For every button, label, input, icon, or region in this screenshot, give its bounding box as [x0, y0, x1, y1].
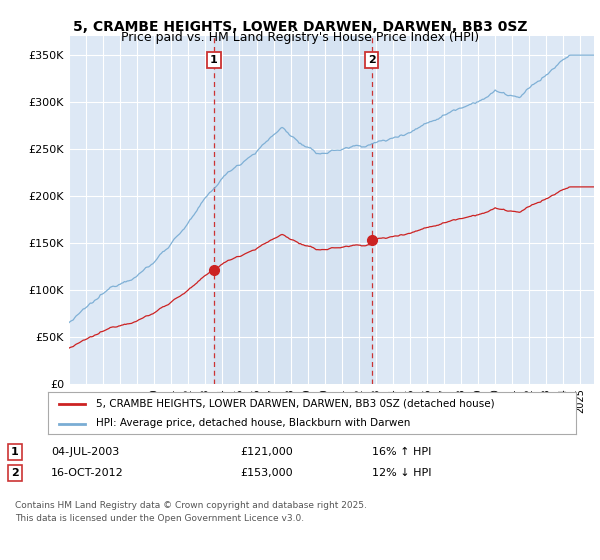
Text: 2: 2: [368, 55, 376, 65]
Text: 04-JUL-2003: 04-JUL-2003: [51, 447, 119, 457]
Text: 2: 2: [11, 468, 19, 478]
Text: £153,000: £153,000: [240, 468, 293, 478]
Text: 1: 1: [11, 447, 19, 457]
Bar: [214, 36, 371, 384]
Text: 16-OCT-2012: 16-OCT-2012: [51, 468, 124, 478]
Text: 1: 1: [210, 55, 218, 65]
Text: 16% ↑ HPI: 16% ↑ HPI: [372, 447, 431, 457]
Text: Price paid vs. HM Land Registry's House Price Index (HPI): Price paid vs. HM Land Registry's House …: [121, 31, 479, 44]
Text: £121,000: £121,000: [240, 447, 293, 457]
Text: HPI: Average price, detached house, Blackburn with Darwen: HPI: Average price, detached house, Blac…: [95, 418, 410, 428]
Text: 5, CRAMBE HEIGHTS, LOWER DARWEN, DARWEN, BB3 0SZ (detached house): 5, CRAMBE HEIGHTS, LOWER DARWEN, DARWEN,…: [95, 399, 494, 409]
Text: Contains HM Land Registry data © Crown copyright and database right 2025.
This d: Contains HM Land Registry data © Crown c…: [15, 501, 367, 524]
Text: 5, CRAMBE HEIGHTS, LOWER DARWEN, DARWEN, BB3 0SZ: 5, CRAMBE HEIGHTS, LOWER DARWEN, DARWEN,…: [73, 20, 527, 34]
Text: 12% ↓ HPI: 12% ↓ HPI: [372, 468, 431, 478]
